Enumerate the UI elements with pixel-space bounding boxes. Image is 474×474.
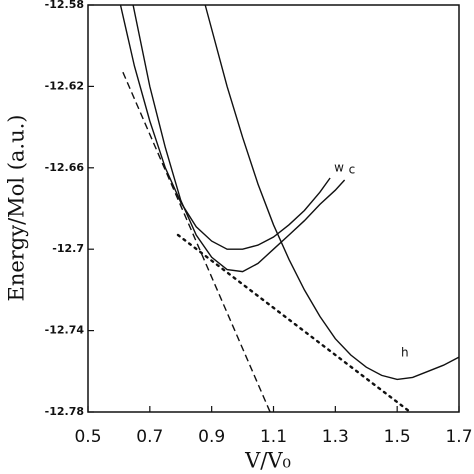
x-tick-label: 0.9	[198, 427, 225, 447]
y-tick-label: -12.74	[45, 324, 85, 337]
series-line	[119, 4, 331, 250]
x-axis-title: V/V₀	[244, 449, 291, 473]
y-tick-label: -12.62	[45, 79, 84, 92]
series-line	[132, 4, 346, 273]
y-axis-title: Energy/Mol (a.u.)	[5, 114, 29, 301]
x-tick-label: 0.5	[74, 427, 101, 447]
series-line	[204, 4, 460, 381]
y-tick-label: -12.7	[52, 242, 84, 255]
x-tick-label: 0.7	[136, 427, 163, 447]
series-line	[176, 233, 412, 414]
y-tick-label: -12.58	[45, 0, 84, 11]
x-tick-label: 1.5	[384, 427, 411, 447]
curve-label: c	[349, 163, 356, 177]
curve-label: h	[401, 346, 409, 360]
y-tick-label: -12.66	[45, 161, 85, 174]
y-tick-label: -12.78	[45, 405, 84, 418]
x-tick-label: 1.7	[445, 427, 472, 447]
curve-label: w	[334, 160, 344, 174]
x-tick-label: 1.1	[260, 427, 287, 447]
series-line	[122, 71, 271, 413]
x-tick-label: 1.3	[322, 427, 349, 447]
